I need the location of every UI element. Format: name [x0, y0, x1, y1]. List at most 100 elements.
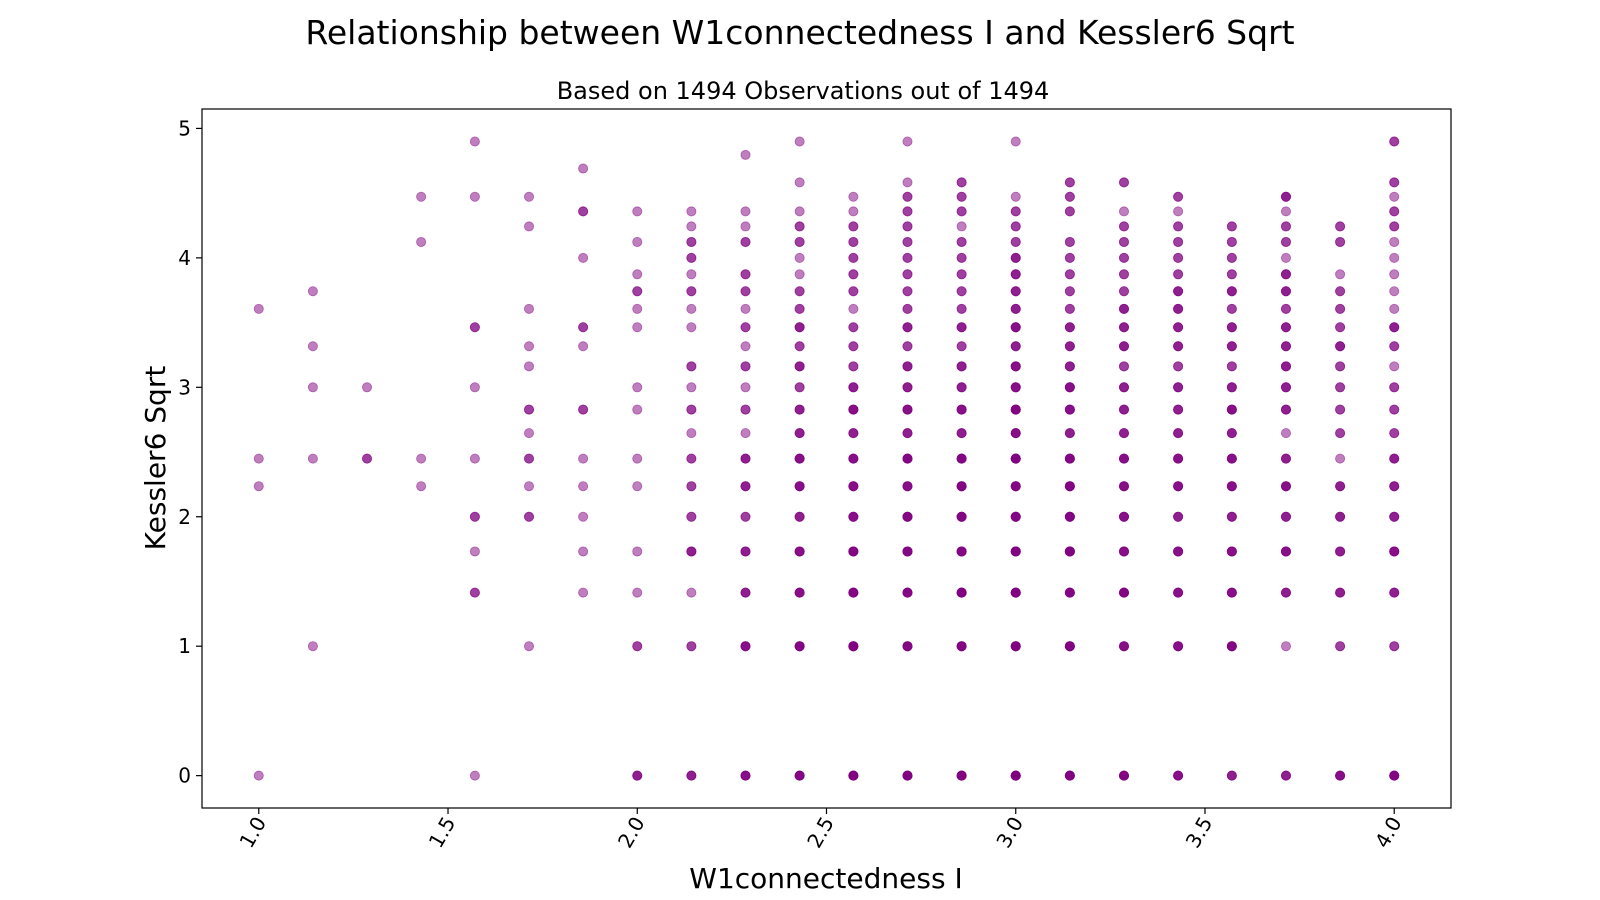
scatter-point-344 — [956, 770, 967, 781]
scatter-point-252 — [848, 341, 859, 352]
scatter-point-265 — [848, 221, 859, 232]
scatter-point-124 — [740, 481, 751, 492]
scatter-point-846 — [1335, 221, 1346, 232]
scatter-point-866 — [1389, 481, 1400, 492]
scatter-point-403 — [956, 236, 967, 247]
scatter-point-338 — [902, 136, 913, 147]
scatter-point-68 — [632, 303, 643, 314]
chart-title: Relationship between W1connectedness I a… — [305, 13, 1294, 52]
scatter-point-210 — [848, 770, 859, 781]
scatter-point-740 — [1226, 303, 1237, 314]
scatter-point-40 — [524, 221, 535, 232]
scatter-point-288 — [902, 546, 913, 557]
scatter-point-255 — [848, 303, 859, 314]
scatter-point-322 — [902, 303, 913, 314]
scatter-point-826 — [1335, 428, 1346, 439]
scatter-point-60 — [632, 641, 643, 652]
scatter-point-55 — [578, 163, 589, 174]
scatter-point-18 — [469, 587, 480, 598]
scatter-point-31 — [524, 481, 535, 492]
x-tick-label: 1.5 — [424, 813, 461, 853]
scatter-point-876 — [1389, 361, 1400, 372]
scatter-point-837 — [1335, 322, 1346, 333]
scatter-point-98 — [686, 286, 697, 297]
scatter-point-305 — [902, 428, 913, 439]
scatter-point-451 — [1010, 453, 1021, 464]
x-tick-label: 3.5 — [1181, 813, 1218, 853]
scatter-point-355 — [956, 587, 967, 598]
scatter-point-747 — [1226, 252, 1237, 263]
scatter-point-45 — [578, 481, 589, 492]
scatter-point-636 — [1173, 770, 1184, 781]
scatter-point-238 — [848, 453, 859, 464]
scatter-point-491 — [1010, 221, 1021, 232]
scatter-point-814 — [1335, 587, 1346, 598]
scatter-point-720 — [1226, 453, 1237, 464]
scatter-point-878 — [1389, 341, 1400, 352]
scatter-point-390 — [956, 341, 967, 352]
x-tick-label: 4.0 — [1370, 813, 1407, 853]
scatter-point-884 — [1389, 269, 1400, 280]
scatter-point-788 — [1280, 322, 1291, 333]
scatter-point-883 — [1389, 286, 1400, 297]
scatter-point-610 — [1118, 361, 1129, 372]
scatter-point-676 — [1173, 322, 1184, 333]
scatter-point-605 — [1118, 404, 1129, 415]
scatter-point-393 — [956, 322, 967, 333]
scatter-point-91 — [686, 404, 697, 415]
scatter-point-621 — [1118, 286, 1129, 297]
scatter-point-478 — [1010, 303, 1021, 314]
scatter-point-743 — [1226, 286, 1237, 297]
scatter-point-881 — [1389, 322, 1400, 333]
scatter-point-88 — [686, 453, 697, 464]
scatter-point-567 — [1064, 191, 1075, 202]
scatter-point-312 — [902, 382, 913, 393]
scatter-point-84 — [686, 511, 697, 522]
scatter-point-54 — [578, 206, 589, 217]
scatter-point-234 — [848, 481, 859, 492]
scatter-point-475 — [1010, 322, 1021, 333]
y-tick-label: 2 — [178, 505, 191, 529]
scatter-point-578 — [1118, 641, 1129, 652]
scatter-point-882 — [1389, 303, 1400, 314]
scatter-point-130 — [740, 404, 751, 415]
scatter-point-782 — [1280, 361, 1291, 372]
scatter-point-690 — [1173, 221, 1184, 232]
scatter-point-257 — [848, 286, 859, 297]
scatter-point-832 — [1335, 361, 1346, 372]
scatter-point-557 — [1064, 286, 1075, 297]
scatter-point-119 — [740, 546, 751, 557]
x-axis-ticks: 1.0 1.5 2.0 2.5 3.0 3.5 4.0 — [234, 808, 1407, 853]
scatter-point-230 — [848, 511, 859, 522]
scatter-point-136 — [740, 322, 751, 333]
scatter-point-137 — [740, 303, 751, 314]
scatter-point-0 — [253, 770, 264, 781]
scatter-point-856 — [1389, 587, 1400, 598]
y-tick-label: 0 — [178, 764, 191, 788]
scatter-point-776 — [1280, 404, 1291, 415]
scatter-point-336 — [902, 191, 913, 202]
scatter-point-599 — [1118, 453, 1129, 464]
scatter-point-648 — [1173, 546, 1184, 557]
scatter-point-749 — [1226, 236, 1237, 247]
scatter-point-559 — [1064, 269, 1075, 280]
scatter-point-550 — [1064, 341, 1075, 352]
scatter-point-644 — [1173, 587, 1184, 598]
scatter-point-43 — [578, 546, 589, 557]
scatter-point-735 — [1226, 341, 1237, 352]
scatter-point-565 — [1064, 206, 1075, 217]
scatter-point-399 — [956, 269, 967, 280]
scatter-point-183 — [794, 382, 805, 393]
scatter-point-139 — [740, 286, 751, 297]
scatter-point-691 — [1173, 206, 1184, 217]
scatter-point-134 — [740, 341, 751, 352]
scatter-point-835 — [1335, 341, 1346, 352]
scatter-point-844 — [1335, 236, 1346, 247]
scatter-point-42 — [578, 587, 589, 598]
scatter-point-382 — [956, 404, 967, 415]
scatter-point-670 — [1173, 361, 1184, 372]
scatter-point-22 — [469, 453, 480, 464]
scatter-point-12 — [416, 481, 427, 492]
scatter-point-332 — [902, 221, 913, 232]
